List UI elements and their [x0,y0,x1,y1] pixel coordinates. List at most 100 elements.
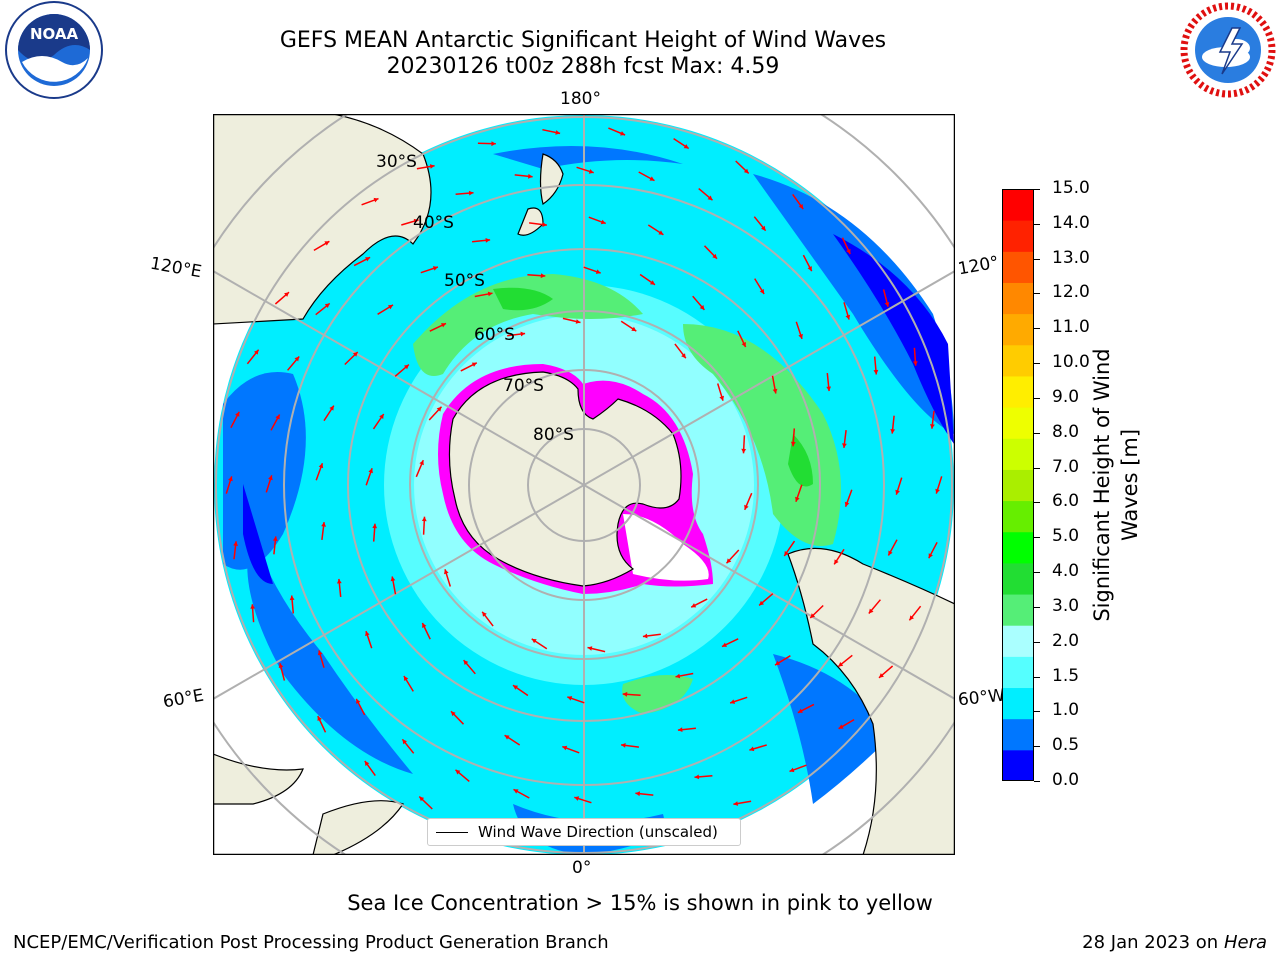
wave-arrow-head [468,190,474,196]
wave-arrow-head [294,356,300,362]
wave-arrow-head [658,230,664,235]
wave-arrow-head [650,280,655,285]
colorbar-band [1002,407,1034,439]
wave-arrow-head [520,331,526,337]
wave-arrow-head [587,646,593,651]
wave-arrow-head [275,414,280,420]
wave-arrow-head [749,746,755,752]
wave-arrow-head [324,303,330,308]
africa-south-land [312,800,404,854]
wave-arrow-head [649,176,655,181]
wave-arrow-head [365,257,371,262]
colorbar-tick-label: 14.0 [1052,212,1090,233]
wave-arrow-head [528,173,533,179]
wave-arrow-head [542,222,547,227]
chart-subtitle: 20230126 t00z 288h fcst Max: 4.59 [386,54,780,79]
wave-arrow-head [683,144,689,149]
colorbar-tick-label: 13.0 [1052,247,1090,268]
wave-arrow-head [842,443,847,448]
footer-date: 28 Jan 2023 on Hera [1082,932,1267,953]
wave-arrow-head [329,405,334,411]
colorbar-tick-mark [1034,607,1040,608]
new-zealand-north [539,153,564,205]
nws-logo-icon [1176,0,1280,104]
colorbar-tick-mark [1034,259,1040,260]
wave-arrow-head [250,604,255,609]
wave-arrow-head [421,516,427,522]
wave-arrow-head [487,291,493,297]
wave-arrow-head [441,323,446,328]
wave-arrow-head [575,319,581,324]
wave-arrow-head [707,195,713,201]
colorbar-band [1002,189,1034,221]
wave-arrow-head [935,488,940,494]
colorbar-tick-mark [1034,328,1040,329]
wave-arrow-head [364,761,370,766]
colorbar-tick-label: 3.0 [1052,595,1080,616]
wave-arrow-head [254,349,259,355]
colorbar-bands [1002,189,1034,782]
wave-arrow-head [930,424,935,429]
wave-arrow-head [834,559,839,565]
wave-arrow-head [890,429,896,434]
wave-arrow-head [928,553,933,559]
antarctica-land [448,371,682,587]
wave-arrow-head [429,164,435,169]
wave-arrow-head [268,475,273,481]
chart-title: GEFS MEAN Antarctic Significant Height o… [279,28,887,53]
wave-arrow-head [379,414,384,419]
lat-label-50s: 50°S [444,271,485,291]
colorbar-band [1002,282,1034,315]
wave-arrow-head [699,305,705,310]
wave-arrow-head [722,642,727,647]
wave-arrow-head [772,388,778,394]
wave-arrow-head [622,691,628,697]
colorbar-tick-mark [1034,781,1040,782]
wave-arrow-head [372,523,378,529]
wave-arrow-head [321,522,326,527]
wave-arrow-head [413,218,419,224]
wave-arrow-head [504,735,510,740]
wave-arrow-head [491,141,496,147]
legend-line-sample [436,831,468,833]
wave-arrow-head [513,685,518,690]
colorbar-tick-mark [1034,572,1040,573]
colorbar-tick-mark [1034,398,1040,399]
wave-arrow-head [873,369,879,375]
wave-arrow-head [352,352,358,357]
colorbar-tick-mark [1034,537,1040,538]
wave-arrow-head [482,611,487,617]
colorbar-tick-label: 12.0 [1052,282,1090,303]
wave-arrow-head [761,225,766,231]
wave-arrow-head [741,342,746,347]
colorbar-band [1002,500,1034,533]
wave-arrow-head [681,353,686,359]
wave-arrow-head [562,745,568,751]
wave-arrow-head [600,219,606,225]
wave-arrow-head [373,197,379,203]
wave-arrow-head [235,411,240,417]
colorbar-band [1002,469,1034,502]
lon-label-bottom: 0° [572,858,592,878]
wave-arrow-head [419,796,425,802]
colorbar-label-line1: Significant Height of Wind [1090,348,1114,622]
colorbar-label-line2: Waves [m] [1118,428,1142,542]
wave-arrow-head [444,569,449,575]
colorbar-band [1002,344,1034,377]
wave-arrow-head [743,168,749,174]
lat-label-40s: 40°S [413,213,454,233]
wave-arrow-head [789,767,795,773]
wave-arrow-head [485,238,491,243]
wave-arrow-head [631,326,637,332]
lon-label-upper-left: 120°E [148,253,204,283]
colorbar-tick-label: 11.0 [1052,317,1090,338]
wave-arrow-head [845,314,851,320]
colorbar-tick-label: 0.5 [1052,735,1080,756]
footer-date-text: 28 Jan 2023 on [1082,932,1224,953]
noaa-logo-text: NOAA [30,25,79,43]
wave-arrow-head [471,362,477,367]
wave-arrow-head [838,724,844,729]
wave-arrow-head [826,386,831,392]
wave-arrow-head [741,448,747,454]
wave-arrow-head [844,501,850,507]
